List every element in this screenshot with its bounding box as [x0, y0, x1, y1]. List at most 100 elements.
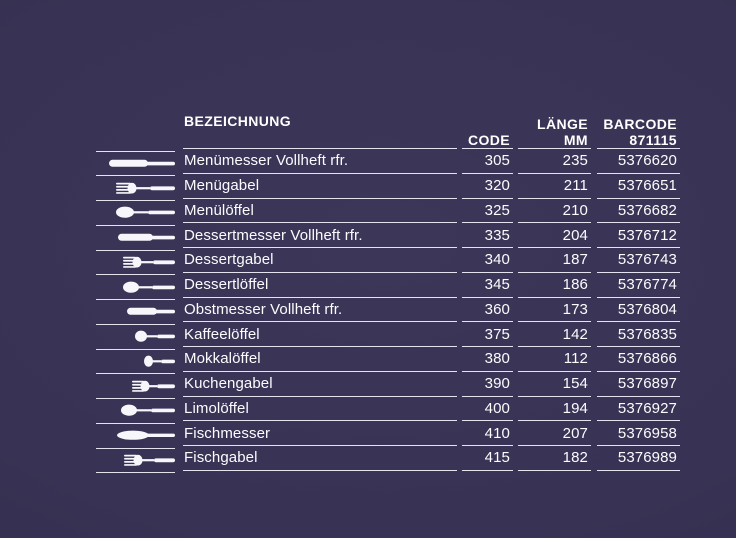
item-name: Dessertlöffel	[183, 273, 457, 298]
item-barcode: 5376804	[597, 298, 680, 323]
item-name: Limolöffel	[183, 397, 457, 422]
item-name: Dessertgabel	[183, 248, 457, 273]
header-rule	[96, 148, 680, 152]
fork-icon	[132, 380, 175, 393]
item-code: 410	[462, 421, 513, 446]
item-length-mm: 154	[518, 372, 591, 397]
item-icon-cell	[96, 176, 175, 201]
item-code: 375	[462, 322, 513, 347]
item-length-mm: 173	[518, 298, 591, 323]
item-icon-cell	[96, 374, 175, 399]
item-length-mm: 235	[518, 149, 591, 174]
item-code: 400	[462, 397, 513, 422]
item-length-mm: 112	[518, 347, 591, 372]
fish-knife-icon	[117, 429, 175, 442]
item-code: 325	[462, 199, 513, 224]
item-length-mm: 186	[518, 273, 591, 298]
table-row: Dessertgabel 340 187 5376743	[96, 248, 680, 276]
table-row: Fischgabel 415 182 5376989	[96, 446, 680, 474]
spoon-icon	[121, 404, 175, 417]
laenge-header-label: LÄNGE	[537, 116, 588, 132]
item-length-mm: 142	[518, 322, 591, 347]
item-icon-cell	[96, 449, 175, 474]
table-row: Fischmesser 410 207 5376958	[96, 421, 680, 449]
barcode-prefix-label: 871115	[629, 132, 677, 148]
item-length-mm: 194	[518, 397, 591, 422]
item-name: Menügabel	[183, 174, 457, 199]
cutlery-table: BEZEICHNUNG CODE LÄNGE MM BARCODE 871115	[96, 106, 680, 474]
knife-icon	[118, 231, 175, 244]
item-code: 345	[462, 273, 513, 298]
table-row: Limolöffel 400 194 5376927	[96, 397, 680, 424]
icon-column-header	[96, 106, 175, 148]
item-barcode: 5376866	[597, 347, 680, 372]
spoon-icon	[116, 206, 175, 219]
item-name: Menümesser Vollheft rfr.	[183, 149, 457, 174]
item-barcode: 5376927	[597, 397, 680, 422]
item-code: 340	[462, 248, 513, 273]
table-row: Dessertmesser Vollheft rfr. 335 204 5376…	[96, 223, 680, 251]
item-name: Fischgabel	[183, 446, 457, 471]
column-header-code: CODE	[462, 106, 513, 148]
item-barcode: 5376897	[597, 372, 680, 397]
spoon-icon	[123, 281, 175, 294]
item-length-mm: 207	[518, 421, 591, 446]
item-icon-cell	[96, 251, 175, 276]
spoon-icon	[144, 355, 175, 368]
knife-icon	[127, 305, 175, 318]
item-length-mm: 204	[518, 223, 591, 248]
table-row: Menümesser Vollheft rfr. 305 235 5376620	[96, 149, 680, 177]
item-barcode: 5376774	[597, 273, 680, 298]
item-name: Mokkalöffel	[183, 347, 457, 372]
item-length-mm: 210	[518, 199, 591, 224]
table-row: Menügabel 320 211 5376651	[96, 174, 680, 201]
barcode-header-label: BARCODE	[603, 116, 677, 132]
item-barcode: 5376682	[597, 199, 680, 224]
table-body: Menümesser Vollheft rfr. 305 235 5376620…	[96, 149, 680, 474]
item-icon-cell	[96, 300, 175, 325]
item-icon-cell	[96, 350, 175, 375]
item-icon-cell	[96, 226, 175, 251]
table-header-row: BEZEICHNUNG CODE LÄNGE MM BARCODE 871115	[96, 106, 680, 148]
item-code: 415	[462, 446, 513, 471]
item-barcode: 5376712	[597, 223, 680, 248]
item-barcode: 5376743	[597, 248, 680, 273]
item-code: 360	[462, 298, 513, 323]
item-code: 335	[462, 223, 513, 248]
column-header-barcode: BARCODE 871115	[597, 106, 680, 148]
column-header-bezeichnung: BEZEICHNUNG	[184, 113, 292, 129]
item-code: 390	[462, 372, 513, 397]
column-header-laenge: LÄNGE MM	[518, 106, 591, 148]
item-code: 305	[462, 149, 513, 174]
table-row: Menülöffel 325 210 5376682	[96, 199, 680, 226]
item-name: Dessertmesser Vollheft rfr.	[183, 223, 457, 248]
item-name: Kaffeelöffel	[183, 322, 457, 347]
knife-icon	[109, 157, 175, 170]
item-barcode: 5376989	[597, 446, 680, 471]
item-name: Menülöffel	[183, 199, 457, 224]
item-code: 320	[462, 174, 513, 199]
table-row: Kuchengabel 390 154 5376897	[96, 372, 680, 399]
item-barcode: 5376651	[597, 174, 680, 199]
item-icon-cell	[96, 325, 175, 350]
laenge-unit-label: MM	[563, 132, 588, 148]
code-header-label: CODE	[467, 132, 510, 148]
table-row: Kaffeelöffel 375 142 5376835	[96, 322, 680, 350]
item-length-mm: 211	[518, 174, 591, 199]
item-barcode: 5376620	[597, 149, 680, 174]
item-name: Kuchengabel	[183, 372, 457, 397]
item-icon-cell	[96, 152, 175, 177]
table-row: Obstmesser Vollheft rfr. 360 173 5376804	[96, 298, 680, 325]
item-name: Obstmesser Vollheft rfr.	[183, 298, 457, 323]
table-row: Mokkalöffel 380 112 5376866	[96, 347, 680, 375]
fork-icon	[124, 454, 175, 467]
item-barcode: 5376835	[597, 322, 680, 347]
fork-icon	[123, 256, 175, 269]
item-name: Fischmesser	[183, 421, 457, 446]
item-length-mm: 182	[518, 446, 591, 471]
item-icon-cell	[96, 275, 175, 300]
item-code: 380	[462, 347, 513, 372]
item-length-mm: 187	[518, 248, 591, 273]
spoon-icon	[135, 330, 175, 343]
item-barcode: 5376958	[597, 421, 680, 446]
